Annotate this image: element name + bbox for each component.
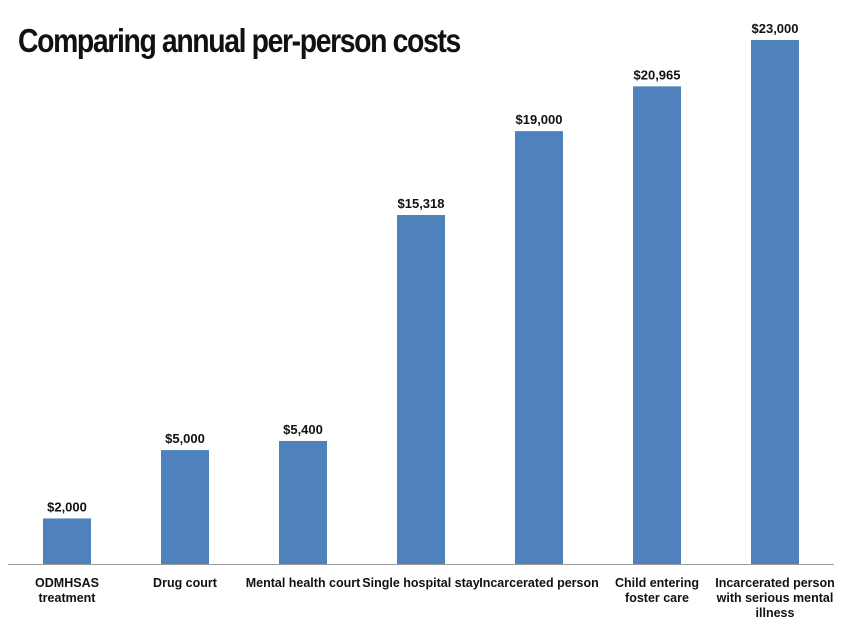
bar-value-label: $2,000 <box>47 499 87 514</box>
bar-value-label: $19,000 <box>516 112 563 127</box>
bar <box>397 215 445 564</box>
x-tick-label: Mental health court <box>246 576 361 590</box>
x-tick-label: Drug court <box>153 576 218 590</box>
bar-value-label: $15,318 <box>398 196 445 211</box>
x-tick-labels-group: ODMHSAS treatment Drug court Mental health … <box>35 576 835 620</box>
bar <box>515 131 563 564</box>
bars-group <box>43 40 799 565</box>
bar-value-label: $20,965 <box>634 67 681 82</box>
bar <box>751 40 799 564</box>
x-tick-label: Incarcerated person with serious mental il… <box>715 576 835 620</box>
bar <box>43 518 91 564</box>
x-tick-label: Incarcerated person <box>479 576 599 590</box>
value-labels-group: $2,000 $5,000 $5,400 $15,318 $19,000 $20,965 $… <box>47 21 798 514</box>
x-tick-label: ODMHSAS treatment <box>35 576 99 605</box>
bar-value-label: $23,000 <box>752 21 799 36</box>
bar-value-label: $5,400 <box>283 422 323 437</box>
bar-value-label: $5,000 <box>165 431 205 446</box>
bar <box>161 450 209 564</box>
bar <box>633 86 681 565</box>
x-tick-label: Single hospital stay <box>362 576 479 590</box>
bar <box>279 440 327 564</box>
chart-title: Comparing annual per-person costs <box>18 22 461 59</box>
x-tick-label: Child entering foster care <box>615 576 699 605</box>
